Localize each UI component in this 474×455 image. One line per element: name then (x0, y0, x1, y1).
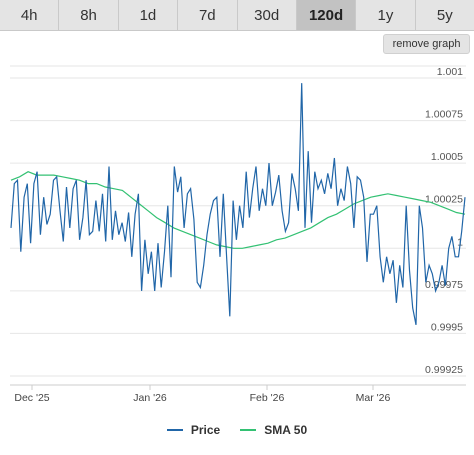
x-tick-label: Mar '26 (356, 392, 391, 404)
y-tick-label: 0.99925 (425, 364, 463, 376)
tab-1y[interactable]: 1y (356, 0, 416, 30)
y-tick-label: 0.9995 (431, 321, 463, 333)
legend-price-label: Price (190, 423, 221, 437)
legend-sma-label: SMA 50 (264, 423, 308, 437)
tab-1d[interactable]: 1d (118, 0, 179, 30)
tab-120d[interactable]: 120d (296, 0, 357, 30)
legend-item-sma[interactable]: SMA 50 (240, 423, 307, 437)
y-tick-label: 1.00075 (425, 109, 463, 121)
y-axis-ticks: 1.0011.000751.00051.0002510.999750.99950… (425, 66, 463, 376)
tab-7d[interactable]: 7d (178, 0, 238, 30)
price-legend-swatch (166, 429, 183, 431)
chart-legend: Price SMA 50 (0, 420, 474, 440)
price-chart: 1.0011.000751.00051.0002510.999750.99950… (10, 65, 466, 404)
x-axis-ticks: Dec '25 Jan '26 Feb '26 Mar '26 (14, 385, 391, 404)
timeframe-tabs: 4h 8h 1d 7d 30d 120d 1y 5y (0, 0, 474, 31)
tab-30d[interactable]: 30d (237, 0, 297, 30)
tab-8h[interactable]: 8h (59, 0, 119, 30)
price-series-line (10, 83, 466, 326)
legend-item-price[interactable]: Price (166, 423, 221, 437)
tab-4h[interactable]: 4h (0, 0, 60, 30)
x-tick-label: Feb '26 (250, 392, 285, 404)
y-tick-label: 1.0005 (431, 151, 463, 163)
y-tick-label: 1.00025 (425, 194, 463, 206)
tab-5y[interactable]: 5y (415, 0, 474, 30)
x-tick-label: Dec '25 (14, 392, 49, 404)
remove-graph-button[interactable]: remove graph (383, 34, 470, 54)
sma-legend-swatch (240, 429, 257, 431)
x-tick-label: Jan '26 (133, 392, 167, 404)
y-tick-label: 1.001 (437, 66, 463, 78)
